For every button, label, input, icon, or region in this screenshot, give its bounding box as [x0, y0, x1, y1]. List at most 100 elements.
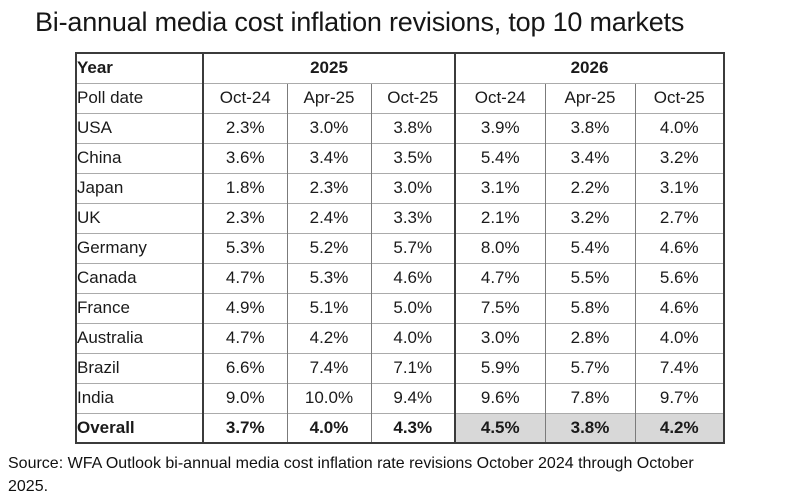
value-cell: 3.0%: [370, 172, 455, 203]
row-label: France: [76, 292, 203, 323]
value-cell: 4.6%: [634, 292, 724, 323]
value-cell: 3.5%: [370, 142, 455, 173]
value-cell: 5.2%: [286, 232, 371, 263]
table-row-australia: Australia 4.7% 4.2% 4.0% 3.0% 2.8% 4.0%: [76, 322, 724, 353]
table-row-poll-dates: Poll date Oct-24 Apr-25 Oct-25 Oct-24 Ap…: [76, 82, 724, 113]
value-cell: 2.1%: [454, 202, 545, 233]
value-cell-highlighted: 3.8%: [544, 412, 635, 443]
table-row-year-groups: Year 2025 2026: [76, 53, 724, 83]
value-cell: 1.8%: [202, 172, 287, 203]
row-label: China: [76, 142, 203, 173]
row-label: Canada: [76, 262, 203, 293]
value-cell: 5.7%: [370, 232, 455, 263]
value-cell: 3.6%: [202, 142, 287, 173]
value-cell: 3.8%: [544, 112, 635, 143]
value-cell: 5.1%: [286, 292, 371, 323]
value-cell: 4.0%: [286, 412, 371, 443]
table-row-china: China 3.6% 3.4% 3.5% 5.4% 3.4% 3.2%: [76, 142, 724, 173]
value-cell: 3.7%: [202, 412, 287, 443]
value-cell: 5.9%: [454, 352, 545, 383]
table-row-overall: Overall 3.7% 4.0% 4.3% 4.5% 3.8% 4.2%: [76, 412, 724, 443]
value-cell: 7.5%: [454, 292, 545, 323]
value-cell-highlighted: 4.5%: [454, 412, 545, 443]
value-cell: 4.7%: [454, 262, 545, 293]
value-cell: 2.4%: [286, 202, 371, 233]
table-row-uk: UK 2.3% 2.4% 3.3% 2.1% 3.2% 2.7%: [76, 202, 724, 233]
value-cell: 2.3%: [286, 172, 371, 203]
value-cell: 9.6%: [454, 382, 545, 413]
year-group-2026: 2026: [454, 53, 724, 83]
row-label: Brazil: [76, 352, 203, 383]
table-row-brazil: Brazil 6.6% 7.4% 7.1% 5.9% 5.7% 7.4%: [76, 352, 724, 383]
poll-date-col-header: Oct-24: [454, 82, 545, 113]
value-cell: 3.2%: [634, 142, 724, 173]
row-label: Germany: [76, 232, 203, 263]
value-cell: 5.8%: [544, 292, 635, 323]
value-cell: 6.6%: [202, 352, 287, 383]
value-cell: 10.0%: [286, 382, 371, 413]
row-label: India: [76, 382, 203, 413]
page-title: Bi-annual media cost inflation revisions…: [35, 7, 685, 37]
value-cell: 2.3%: [202, 202, 287, 233]
table-row-canada: Canada 4.7% 5.3% 4.6% 4.7% 5.5% 5.6%: [76, 262, 724, 293]
value-cell: 4.6%: [634, 232, 724, 263]
value-cell: 4.7%: [202, 322, 287, 353]
inflation-table: Year 2025 2026 Poll date Oct-24 Apr-25 O…: [75, 52, 725, 444]
year-group-2025: 2025: [202, 53, 455, 83]
table-row-germany: Germany 5.3% 5.2% 5.7% 8.0% 5.4% 4.6%: [76, 232, 724, 263]
value-cell: 4.0%: [634, 112, 724, 143]
value-cell: 9.4%: [370, 382, 455, 413]
value-cell: 3.9%: [454, 112, 545, 143]
value-cell-highlighted: 4.2%: [634, 412, 724, 443]
value-cell: 5.6%: [634, 262, 724, 293]
value-cell: 7.8%: [544, 382, 635, 413]
value-cell: 2.7%: [634, 202, 724, 233]
table-row-japan: Japan 1.8% 2.3% 3.0% 3.1% 2.2% 3.1%: [76, 172, 724, 203]
value-cell: 3.4%: [286, 142, 371, 173]
value-cell: 4.7%: [202, 262, 287, 293]
value-cell: 7.4%: [634, 352, 724, 383]
value-cell: 7.4%: [286, 352, 371, 383]
poll-date-header-cell: Poll date: [76, 82, 203, 113]
row-label: USA: [76, 112, 203, 143]
value-cell: 2.8%: [544, 322, 635, 353]
value-cell: 9.0%: [202, 382, 287, 413]
value-cell: 5.4%: [544, 232, 635, 263]
poll-date-col-header: Oct-25: [370, 82, 455, 113]
value-cell: 4.0%: [634, 322, 724, 353]
overall-row-label: Overall: [76, 412, 203, 443]
poll-date-col-header: Oct-25: [634, 82, 724, 113]
year-header-cell: Year: [76, 53, 203, 83]
value-cell: 2.2%: [544, 172, 635, 203]
row-label: Japan: [76, 172, 203, 203]
poll-date-col-header: Oct-24: [202, 82, 287, 113]
value-cell: 3.8%: [370, 112, 455, 143]
value-cell: 3.1%: [634, 172, 724, 203]
value-cell: 5.4%: [454, 142, 545, 173]
value-cell: 3.0%: [286, 112, 371, 143]
value-cell: 5.3%: [286, 262, 371, 293]
table-row-india: India 9.0% 10.0% 9.4% 9.6% 7.8% 9.7%: [76, 382, 724, 413]
value-cell: 4.6%: [370, 262, 455, 293]
value-cell: 5.7%: [544, 352, 635, 383]
value-cell: 5.0%: [370, 292, 455, 323]
value-cell: 2.3%: [202, 112, 287, 143]
value-cell: 9.7%: [634, 382, 724, 413]
value-cell: 4.9%: [202, 292, 287, 323]
value-cell: 5.3%: [202, 232, 287, 263]
value-cell: 3.1%: [454, 172, 545, 203]
row-label: UK: [76, 202, 203, 233]
poll-date-col-header: Apr-25: [544, 82, 635, 113]
value-cell: 5.5%: [544, 262, 635, 293]
source-note: Source: WFA Outlook bi-annual media cost…: [8, 455, 694, 496]
value-cell: 4.2%: [286, 322, 371, 353]
value-cell: 4.0%: [370, 322, 455, 353]
table-row-usa: USA 2.3% 3.0% 3.8% 3.9% 3.8% 4.0%: [76, 112, 724, 143]
poll-date-col-header: Apr-25: [286, 82, 371, 113]
value-cell: 3.0%: [454, 322, 545, 353]
value-cell: 3.3%: [370, 202, 455, 233]
value-cell: 4.3%: [370, 412, 455, 443]
table-row-france: France 4.9% 5.1% 5.0% 7.5% 5.8% 4.6%: [76, 292, 724, 323]
row-label: Australia: [76, 322, 203, 353]
value-cell: 3.4%: [544, 142, 635, 173]
